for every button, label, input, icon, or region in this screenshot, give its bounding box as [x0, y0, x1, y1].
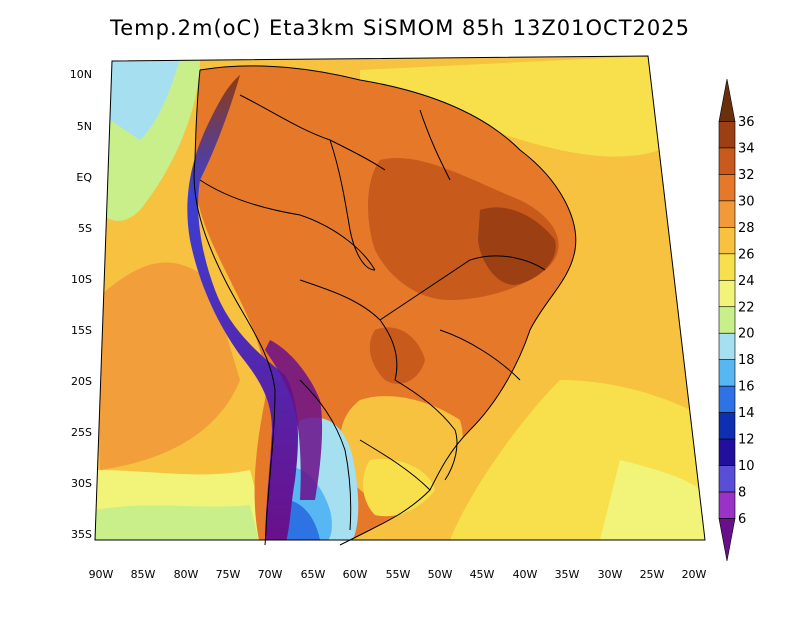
domain-outline [94, 55, 706, 541]
lat-axis: 10N 5N EQ 5S 10S 15S 20S 25S 30S 35S [70, 68, 93, 541]
colorbar-top-triangle [718, 78, 736, 122]
lon-tick-label: 75W [216, 568, 241, 581]
border-venezuela-brazil [329, 139, 376, 271]
colorbar-swatch [718, 465, 736, 493]
patagonia-cold [285, 500, 320, 540]
colorbar-swatch [718, 121, 736, 149]
lon-tick-label: 65W [301, 568, 326, 581]
colorbar-swatch [718, 174, 736, 202]
lat-tick-label: 20S [71, 375, 92, 388]
border-brazil-states-north [379, 255, 546, 321]
colorbar-label: 6 [738, 512, 746, 527]
lat-tick-label: 35S [71, 528, 92, 541]
colorbar-swatch [718, 147, 736, 175]
colorbar-label: 26 [738, 247, 755, 262]
lon-tick-label: 30W [598, 568, 623, 581]
colorbar-label: 24 [738, 274, 755, 289]
colorbar-label: 20 [738, 327, 755, 342]
lon-tick-label: 20W [682, 568, 707, 581]
lon-tick-label: 80W [174, 568, 199, 581]
lat-tick-label: 15S [71, 324, 92, 337]
south-atlantic-cool [600, 460, 705, 540]
colorbar-swatch [718, 279, 736, 308]
andes-cold-strip [187, 75, 298, 540]
lat-tick-label: 5N [77, 120, 92, 133]
northwest-ocean-cooler [110, 60, 180, 140]
colorbar-label: 8 [738, 486, 746, 501]
lon-tick-label: 70W [258, 568, 283, 581]
colorbar-label: 22 [738, 300, 755, 315]
lon-tick-label: 55W [386, 568, 411, 581]
lon-tick-label: 25W [640, 568, 665, 581]
borders [193, 65, 577, 546]
lat-tick-label: 10N [70, 68, 92, 81]
lat-tick-label: 5S [78, 222, 92, 235]
lon-tick-label: 90W [89, 568, 114, 581]
lon-axis: 90W 85W 80W 75W 70W 65W 60W 55W 50W 45W … [89, 568, 707, 581]
lon-tick-label: 35W [555, 568, 580, 581]
colorbar-swatch [718, 438, 736, 466]
colorbar-label: 10 [738, 459, 755, 474]
lat-tick-label: EQ [76, 171, 92, 184]
southwest-ocean-cooler [95, 505, 260, 540]
border-paraguay [394, 379, 458, 481]
lat-tick-label: 30S [71, 477, 92, 490]
colorbar-swatch [718, 253, 736, 281]
colorbar-label: 28 [738, 221, 755, 236]
colorbar-label: 36 [738, 115, 755, 130]
lat-tick-label: 10S [71, 273, 92, 286]
colorbar-swatch [718, 200, 736, 228]
west-coastline [193, 69, 276, 546]
pacific-warm-area [95, 262, 240, 470]
colorbar-swatch [718, 359, 736, 387]
colorbar-swatch [718, 306, 736, 334]
border-argentina-chile [299, 379, 352, 531]
lat-tick-label: 25S [71, 426, 92, 439]
colorbar-swatch [718, 227, 736, 255]
border-guianas [419, 109, 451, 181]
north-atlantic-light [360, 56, 660, 157]
colorbar-label: 18 [738, 353, 755, 368]
border-peru-brazil [199, 179, 376, 271]
colorbar-swatch [718, 385, 736, 413]
lon-tick-label: 50W [428, 568, 453, 581]
colorbar-label: 30 [738, 194, 755, 209]
colorbar-swatch [718, 491, 736, 519]
east-coastline [199, 65, 577, 546]
center-west-hot-spot [369, 327, 425, 384]
colorbar-label: 14 [738, 406, 755, 421]
lon-tick-label: 60W [343, 568, 368, 581]
border-bolivia [299, 279, 398, 381]
colorbar-label: 12 [738, 433, 755, 448]
colorbar-label: 34 [738, 141, 755, 156]
temperature-field [95, 56, 705, 540]
border-uruguay [359, 439, 431, 491]
map-title: Temp.2m(oC) Eta3km SiSMOM 85h 13Z01OCT20… [110, 16, 690, 40]
colorbar-bottom-triangle [718, 518, 736, 562]
lon-tick-label: 45W [470, 568, 495, 581]
colorbar-label: 32 [738, 168, 755, 183]
border-colombia-venezuela [239, 94, 386, 171]
colorbar: 36 34 32 30 28 26 24 22 20 18 16 14 12 10 8 6 [718, 78, 755, 562]
lon-tick-label: 40W [513, 568, 538, 581]
colorbar-swatch [718, 332, 736, 361]
lon-tick-label: 85W [131, 568, 156, 581]
colorbar-label: 16 [738, 380, 755, 395]
central-andes-coldest [265, 340, 323, 500]
colorbar-swatch [718, 412, 736, 440]
border-brazil-states-east [439, 329, 521, 381]
